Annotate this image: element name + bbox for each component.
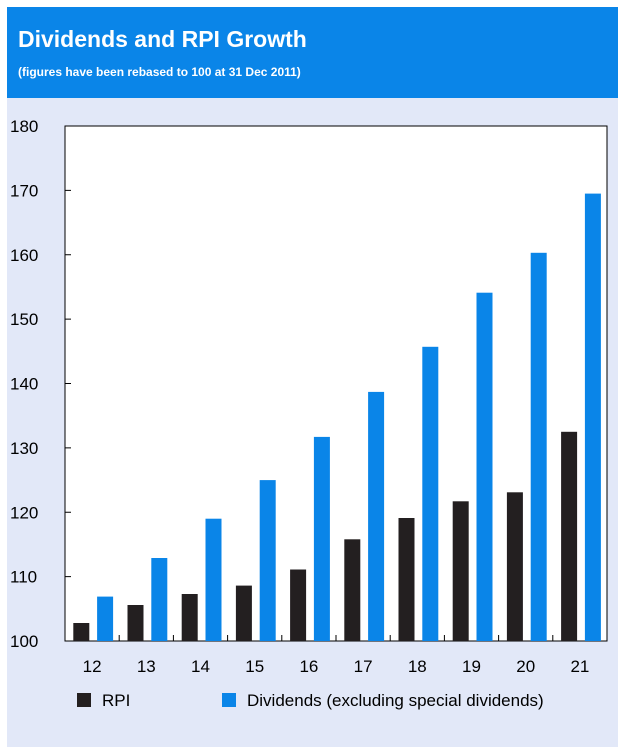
rpi-legend-swatch	[77, 693, 91, 707]
y-tick-label-170: 170	[10, 181, 38, 200]
dividends-bar-15	[259, 480, 276, 641]
dividends-bar-12	[97, 596, 114, 641]
x-tick-label-13: 13	[137, 657, 156, 676]
x-tick-label-12: 12	[83, 657, 102, 676]
rpi-bar-18	[398, 518, 415, 641]
bars-group	[73, 193, 601, 642]
dividends-bar-14	[205, 518, 222, 641]
x-tick-label-16: 16	[299, 657, 318, 676]
x-tick-label-15: 15	[245, 657, 264, 676]
y-tick-label-120: 120	[10, 503, 38, 522]
dividends-bar-13	[151, 558, 168, 641]
x-tick-label-18: 18	[408, 657, 427, 676]
dividends-legend-label: Dividends (excluding special dividends)	[247, 691, 544, 710]
dividends-bar-19	[476, 292, 493, 641]
rpi-bar-13	[127, 605, 144, 641]
rpi-bar-15	[235, 585, 252, 641]
x-tick-label-21: 21	[570, 657, 589, 676]
rpi-bar-20	[506, 492, 523, 641]
y-tick-label-160: 160	[10, 246, 38, 265]
y-tick-label-110: 110	[10, 568, 37, 587]
dividends-bar-17	[368, 391, 385, 641]
x-tick-label-14: 14	[191, 657, 210, 676]
y-tick-label-180: 180	[10, 117, 38, 136]
rpi-bar-14	[181, 594, 198, 641]
rpi-legend-label: RPI	[102, 691, 130, 710]
dividends-legend-swatch	[222, 693, 236, 707]
rpi-bar-12	[73, 623, 90, 641]
chart-header: Dividends and RPI Growth (figures have b…	[7, 7, 618, 98]
axes-group: 100 110 120 130 140 150 160 170 180 12 13 14 15 16 17 1…	[10, 117, 589, 676]
y-tick-label-140: 140	[10, 375, 38, 394]
y-tick-label-100: 100	[10, 632, 38, 651]
x-tick-label-17: 17	[354, 657, 373, 676]
rpi-bar-19	[452, 501, 469, 641]
y-tick-label-150: 150	[10, 310, 38, 329]
dividends-bar-18	[422, 346, 439, 641]
rpi-bar-21	[561, 431, 578, 641]
x-tick-label-19: 19	[462, 657, 481, 676]
rpi-bar-17	[344, 539, 361, 641]
dividends-bar-16	[313, 436, 330, 641]
y-tick-label-130: 130	[10, 439, 38, 458]
x-tick-label-20: 20	[516, 657, 535, 676]
chart-subtitle: (figures have been rebased to 100 at 31 …	[18, 65, 301, 79]
dividends-bar-20	[530, 252, 547, 642]
rpi-bar-16	[290, 569, 307, 641]
dividends-bar-21	[584, 193, 601, 641]
plot-area	[64, 125, 608, 642]
legend: RPI Dividends (excluding special dividend…	[77, 691, 544, 710]
chart-title: Dividends and RPI Growth	[18, 26, 307, 52]
